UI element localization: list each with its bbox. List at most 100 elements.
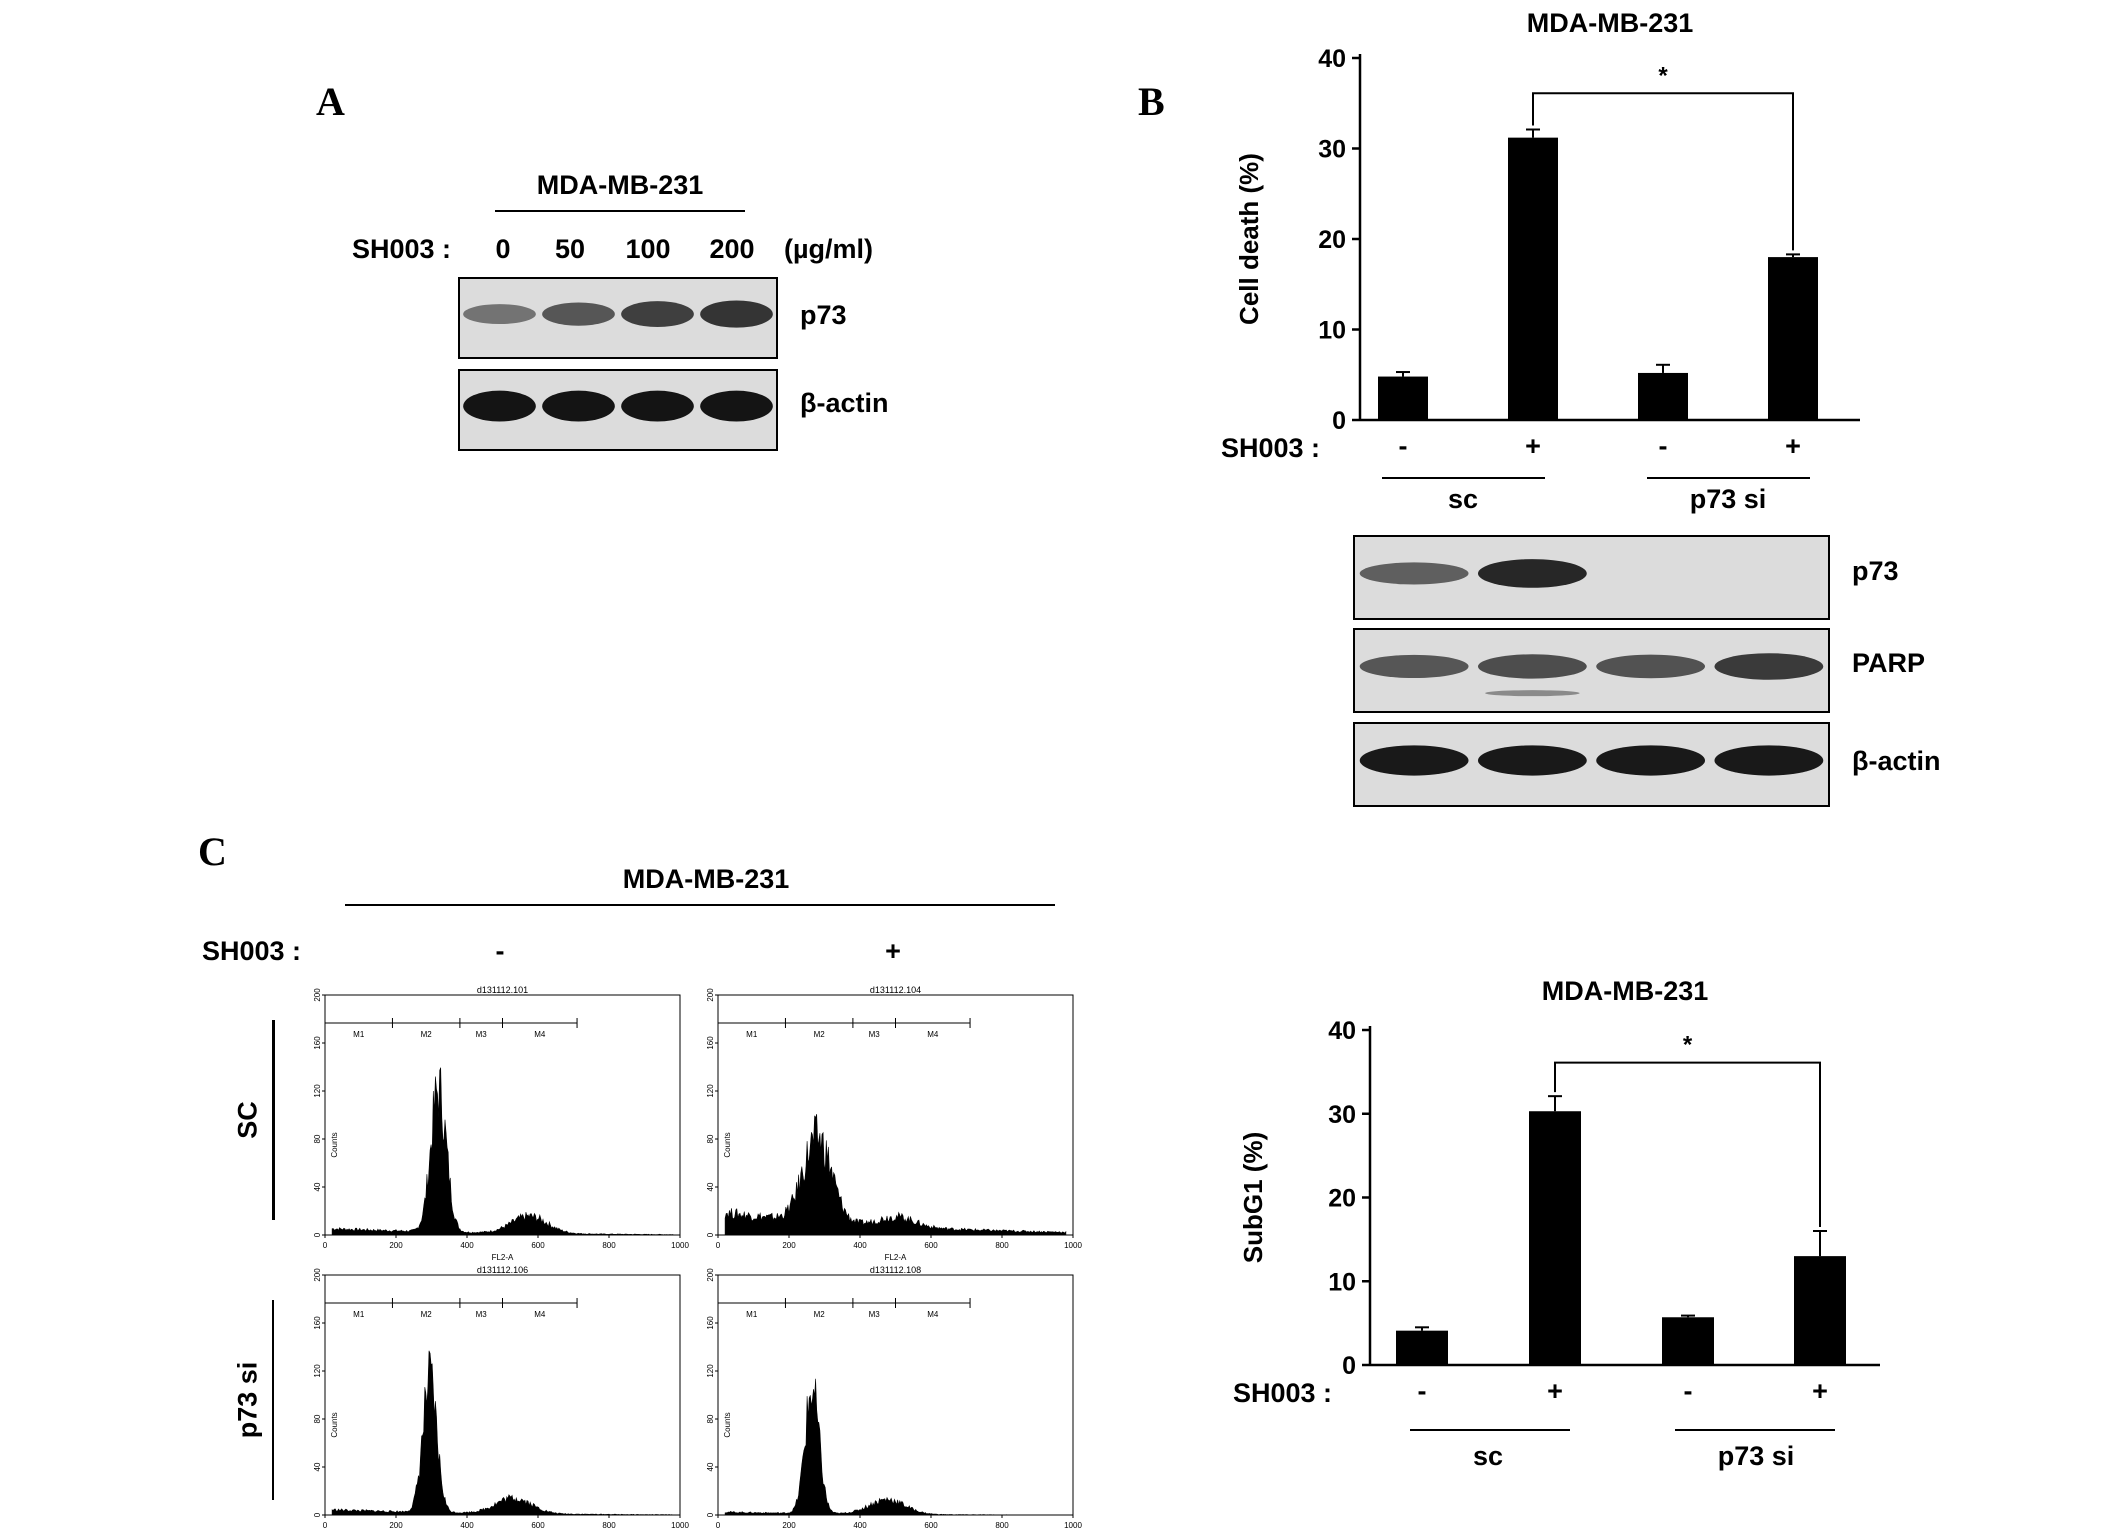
blot-band	[1359, 654, 1469, 679]
gate-label: M4	[927, 1310, 939, 1319]
gate-label: M3	[476, 1030, 488, 1039]
gate-label: M2	[421, 1310, 433, 1319]
blot-band	[463, 390, 536, 422]
hist-x-tick-label: 200	[782, 1521, 796, 1530]
histogram-trace	[724, 1114, 1067, 1236]
treatment-sign: -	[1659, 431, 1668, 461]
gate-label: M3	[869, 1310, 881, 1319]
blot-band	[1359, 562, 1469, 585]
blot-band	[1477, 654, 1587, 679]
hist-y-tick-label: 0	[706, 1512, 715, 1517]
panel-c-cell-line: MDA-MB-231	[622, 864, 790, 894]
panel-b-blot-p73-label: p73	[1852, 556, 1899, 586]
hist-y-label: Counts	[723, 1412, 732, 1437]
gate-label: M3	[869, 1030, 881, 1039]
hist-y-label: Counts	[330, 1412, 339, 1437]
hist-x-tick-label: 600	[924, 1241, 938, 1250]
hist-x-tick-label: 800	[602, 1521, 616, 1530]
hist-y-tick-label: 0	[706, 1232, 715, 1237]
hist-y-tick-label: 120	[706, 1364, 715, 1378]
treatment-sign: +	[1525, 431, 1541, 461]
gate-label: M1	[353, 1030, 365, 1039]
treatment-sign: -	[1399, 431, 1408, 461]
hist-y-tick-label: 80	[706, 1134, 715, 1143]
histogram-title: d131112.104	[870, 985, 921, 995]
panel-c-letter: C	[198, 829, 227, 874]
hist-x-tick-label: 0	[716, 1521, 721, 1530]
panel-b-blot-actin-bands	[1355, 724, 1828, 805]
y-tick-label: 0	[1332, 407, 1346, 435]
blot-band	[542, 390, 615, 422]
blot-band	[621, 390, 694, 422]
panel-c-row-p73si-bar	[272, 1300, 274, 1500]
hist-y-tick-label: 80	[706, 1414, 715, 1423]
treatment-sign: -	[1684, 1376, 1693, 1406]
panel-b-blot-parp-bands	[1355, 630, 1828, 711]
hist-x-tick-label: 600	[531, 1521, 545, 1530]
histogram-trace	[331, 1067, 674, 1236]
blot-band	[1596, 745, 1706, 776]
y-tick-label: 40	[1318, 45, 1346, 73]
panel-a-blot-p73-label: p73	[800, 300, 847, 330]
chart-title: MDA-MB-231	[1542, 976, 1709, 1006]
histogram-trace	[724, 1378, 1066, 1516]
blot-band	[463, 304, 536, 325]
hist-y-tick-label: 200	[313, 988, 322, 1002]
panel-b-blot-parp	[1353, 628, 1830, 713]
gate-label: M2	[421, 1030, 433, 1039]
hist-x-tick-label: 600	[924, 1521, 938, 1530]
bar	[1768, 257, 1818, 420]
hist-x-label: FL2-A	[492, 1253, 514, 1262]
panel-c-col-minus: -	[495, 936, 505, 966]
hist-x-tick-label: 800	[995, 1241, 1009, 1250]
hist-y-tick-label: 40	[706, 1182, 715, 1191]
y-tick-label: 20	[1328, 1185, 1356, 1213]
y-tick-label: 30	[1328, 1101, 1356, 1129]
hist-x-tick-label: 1000	[1064, 1241, 1082, 1250]
blot-band	[1477, 745, 1587, 776]
hist-x-tick-label: 0	[323, 1521, 328, 1530]
significance-star: *	[1658, 62, 1668, 89]
histogram-frame	[324, 1274, 681, 1516]
blot-band	[700, 390, 773, 422]
histogram-frame	[324, 994, 681, 1236]
blot-band	[1477, 559, 1587, 588]
panel-a-blot-actin-bands	[460, 371, 776, 449]
gate-label: M4	[927, 1030, 939, 1039]
panel-a-blot-actin-label: β-actin	[800, 388, 889, 418]
panel-a-cell-line: MDA-MB-231	[536, 170, 704, 200]
hist-x-tick-label: 200	[389, 1241, 403, 1250]
blot-band	[621, 301, 694, 328]
histogram-title: d131112.101	[477, 985, 528, 995]
gate-label: M1	[746, 1310, 758, 1319]
gate-label: M2	[814, 1030, 826, 1039]
hist-y-tick-label: 200	[313, 1268, 322, 1282]
hist-x-tick-label: 400	[460, 1241, 474, 1250]
hist-y-tick-label: 160	[313, 1036, 322, 1050]
hist-y-tick-label: 0	[313, 1232, 322, 1237]
gate-label: M4	[534, 1310, 546, 1319]
panel-a-blot-p73	[458, 277, 778, 359]
group-label: p73 si	[1690, 484, 1767, 514]
hist-x-tick-label: 800	[602, 1241, 616, 1250]
y-axis-label: SubG1 (%)	[1238, 1132, 1268, 1263]
blot-band	[1714, 653, 1824, 680]
hist-y-tick-label: 40	[313, 1182, 322, 1191]
hist-y-tick-label: 160	[313, 1316, 322, 1330]
hist-y-tick-label: 120	[313, 1084, 322, 1098]
hist-x-tick-label: 200	[389, 1521, 403, 1530]
histogram-p73si-plus: d131112.108 0 40 80 120 160 200 0 200 400 600 800 10…	[706, 1265, 1082, 1530]
histogram-title: d131112.108	[870, 1265, 921, 1275]
y-tick-label: 10	[1328, 1268, 1356, 1296]
bar	[1662, 1317, 1714, 1365]
panel-a-dose-unit: (µg/ml)	[784, 234, 874, 264]
bar	[1508, 137, 1558, 420]
histogram-trace	[331, 1350, 674, 1516]
panel-a-dose-50: 50	[554, 234, 586, 264]
hist-y-tick-label: 120	[313, 1364, 322, 1378]
hist-x-tick-label: 0	[716, 1241, 721, 1250]
treatment-label: SH003 :	[1221, 433, 1320, 463]
hist-y-tick-label: 200	[706, 1268, 715, 1282]
panel-b-letter: B	[1138, 79, 1165, 124]
histogram-frame	[717, 1274, 1074, 1516]
